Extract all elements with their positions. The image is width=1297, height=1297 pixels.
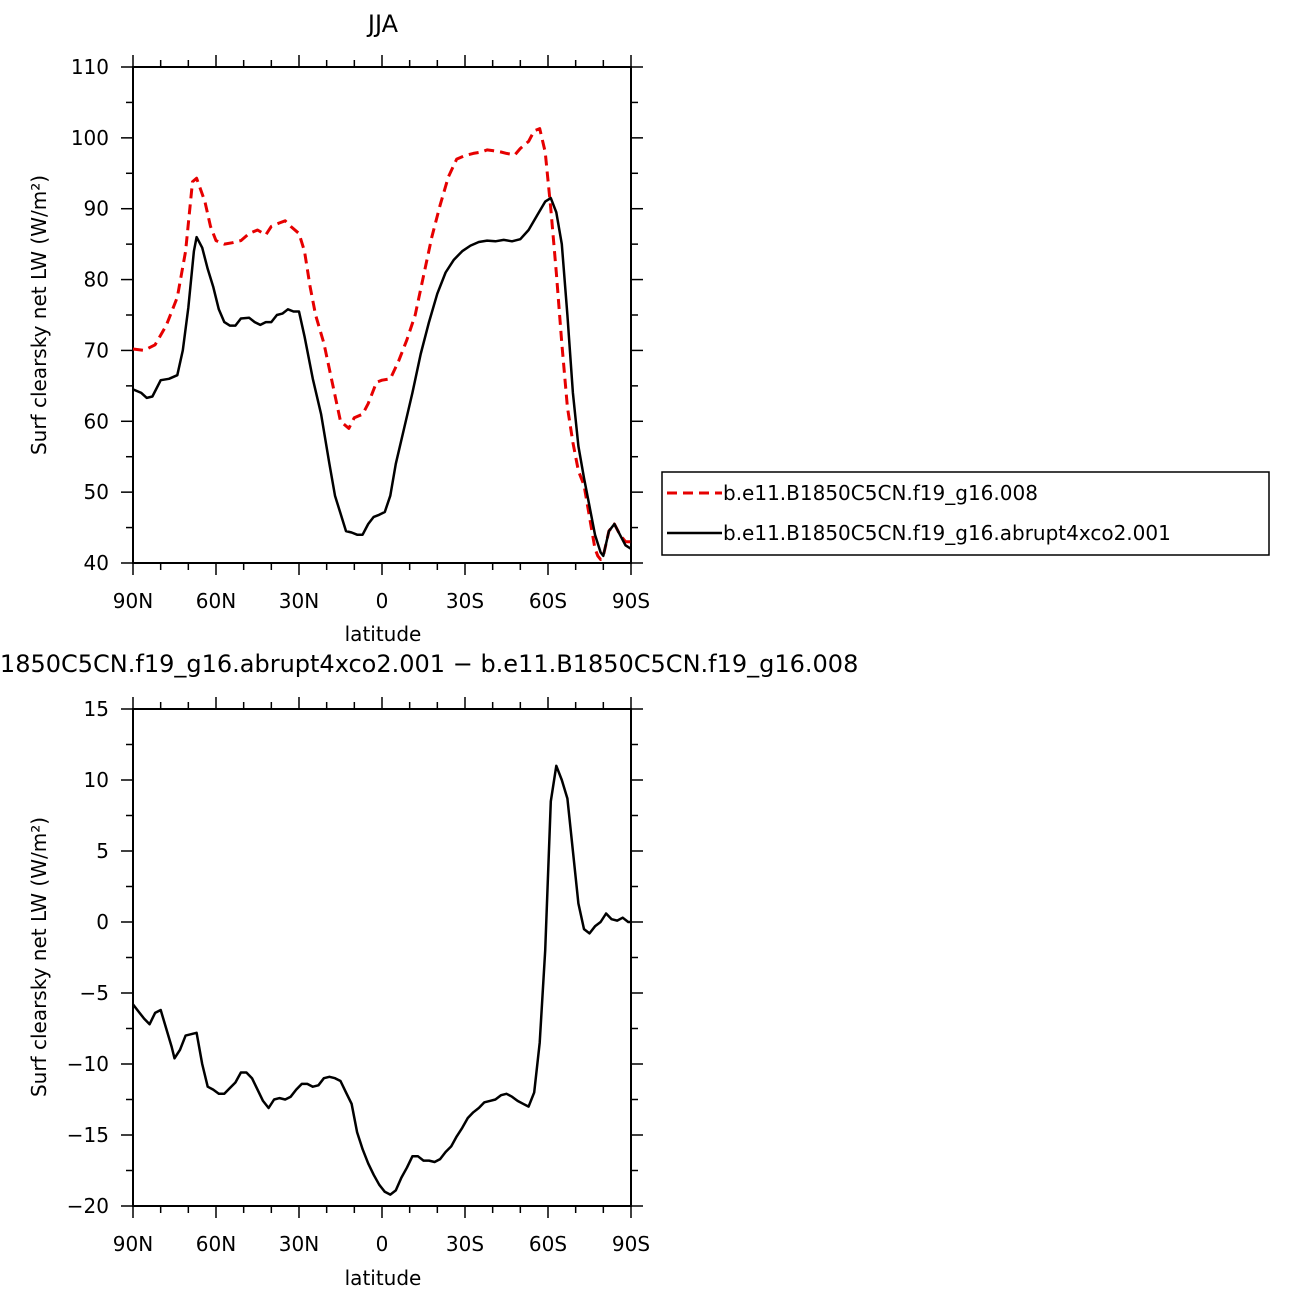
- top-plot-area: 90N 60N 30N 0 30S 60S 90S 40 50 60 70 80 90 100 110: [71, 55, 650, 613]
- bottom-y-tick-label: −15: [67, 1123, 109, 1147]
- top-plot-frame: [132, 66, 632, 564]
- top-y-tick-label: 70: [84, 338, 109, 362]
- top-y-tick-label: 50: [84, 480, 109, 504]
- top-y-axis-label: Surf clearsky net LW (W/m²): [27, 175, 51, 455]
- legend: b.e11.B1850C5CN.f19_g16.008 b.e11.B1850C…: [661, 471, 1270, 556]
- top-x-tick-label: 90N: [113, 589, 153, 613]
- bottom-y-tick-label: 10: [84, 768, 109, 792]
- top-y-tick-label: 90: [84, 197, 109, 221]
- bottom-panel: b.e11.B1850C5CN.f19_g16.abrupt4xco2.001 …: [0, 650, 858, 1290]
- bottom-x-tick-label: 30S: [446, 1232, 484, 1256]
- legend-box: [661, 471, 1270, 556]
- top-y-tick-label: 60: [84, 409, 109, 433]
- top-panel: JJA 90N 60N 30N 0 30S 60S 90S 40 50 60 70 80 90 100 11…: [27, 10, 650, 646]
- top-x-tick-label: 30N: [279, 589, 319, 613]
- bottom-x-tick-label: 60S: [529, 1232, 567, 1256]
- legend-entry-abrupt4xco2: b.e11.B1850C5CN.f19_g16.abrupt4xco2.001: [723, 521, 1171, 545]
- top-y-tick-label: 100: [71, 126, 109, 150]
- top-series-line-0: [132, 127, 631, 561]
- bottom-y-tick-label: 0: [96, 910, 109, 934]
- top-x-tick-label: 30S: [446, 589, 484, 613]
- bottom-x-tick-label: 30N: [279, 1232, 319, 1256]
- bottom-chart-title: b.e11.B1850C5CN.f19_g16.abrupt4xco2.001 …: [0, 650, 858, 678]
- bottom-y-tick-label: 15: [84, 697, 109, 721]
- bottom-y-tick-label: −20: [67, 1194, 109, 1218]
- bottom-y-tick-label: 5: [96, 839, 109, 863]
- bottom-x-tick-label: 60N: [196, 1232, 236, 1256]
- bottom-y-tick-label: −5: [80, 981, 109, 1005]
- bottom-x-tick-label: 90N: [113, 1232, 153, 1256]
- bottom-x-axis-label: latitude: [345, 1266, 422, 1290]
- top-x-tick-label: 90S: [612, 589, 650, 613]
- top-y-tick-label: 80: [84, 268, 109, 292]
- top-y-tick-label: 40: [84, 551, 109, 575]
- bottom-plot-area: 90N 60N 30N 0 30S 60S 90S −20 −15 −10 −5 0 5 10 15: [67, 697, 650, 1256]
- bottom-y-axis-label: Surf clearsky net LW (W/m²): [27, 817, 51, 1097]
- top-x-tick-label: 0: [376, 589, 389, 613]
- bottom-plot-frame: [132, 708, 632, 1207]
- top-y-tick-label: 110: [71, 55, 109, 79]
- bottom-series-line-0: [132, 764, 631, 1196]
- bottom-x-tick-label: 0: [376, 1232, 389, 1256]
- top-series-line-1: [132, 196, 632, 558]
- legend-entry-control: b.e11.B1850C5CN.f19_g16.008: [723, 481, 1038, 505]
- top-x-tick-label: 60S: [529, 589, 567, 613]
- bottom-x-tick-label: 90S: [612, 1232, 650, 1256]
- top-x-axis-label: latitude: [345, 622, 422, 646]
- top-chart-title: JJA: [366, 10, 399, 38]
- bottom-y-tick-label: −10: [67, 1052, 109, 1076]
- top-x-tick-label: 60N: [196, 589, 236, 613]
